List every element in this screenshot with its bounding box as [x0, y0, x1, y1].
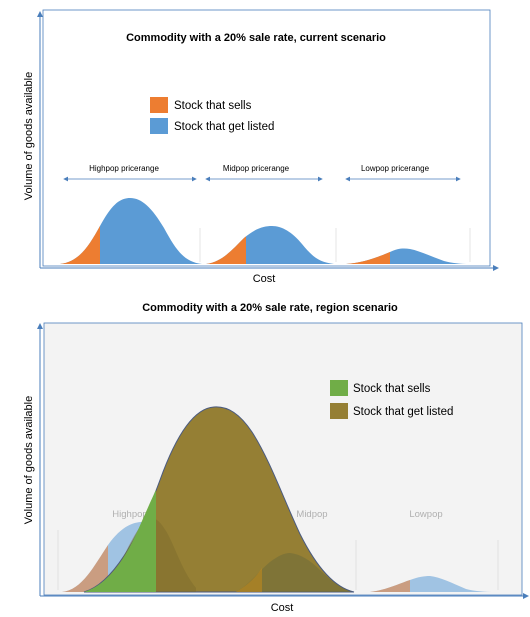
bottom-pop-label-low: Lowpop [409, 509, 442, 520]
bottom-title: Commodity with a 20% sale rate, region s… [142, 302, 398, 314]
bottom-pop-label-mid: Midpop [296, 509, 327, 520]
top-x-axis-label: Cost [253, 273, 276, 285]
bottom-midpop-sells-overlay [236, 568, 262, 592]
bottom-diagram: Commodity with a 20% sale rate, region s… [23, 302, 529, 614]
bottom-midpop-listed-hump [236, 553, 352, 592]
top-legend-swatch-sells [150, 97, 168, 113]
bottom-legend-swatch-listed [330, 403, 348, 419]
top-y-axis-label: Volume of goods available [23, 72, 35, 200]
top-lowpop-sells-curve [346, 252, 390, 264]
top-midpop-sells-curve [206, 236, 246, 264]
top-highpop-sells-curve [60, 226, 100, 264]
bottom-lowpop-faded-sells [370, 580, 410, 592]
top-range-label-low: Lowpop pricerange [361, 164, 430, 173]
bottom-region-sells-curve [84, 490, 156, 592]
bottom-legend-label-listed: Stock that get listed [353, 406, 453, 418]
top-range-label-high: Highpop pricerange [89, 164, 159, 173]
bottom-highpop-faded-sells [62, 545, 108, 592]
top-legend-swatch-listed [150, 118, 168, 134]
top-title: Commodity with a 20% sale rate, current … [126, 32, 386, 44]
top-legend-label-sells: Stock that sells [174, 100, 252, 112]
bottom-legend-swatch-sells [330, 380, 348, 396]
bottom-legend-label-sells: Stock that sells [353, 383, 431, 395]
top-legend-label-listed: Stock that get listed [174, 121, 274, 133]
top-range-label-mid: Midpop pricerange [223, 164, 290, 173]
bottom-y-axis-label: Volume of goods available [23, 396, 35, 524]
bottom-pop-label-high: Highpop [112, 509, 147, 520]
bottom-x-axis-label: Cost [271, 602, 294, 614]
top-diagram: Highpop pricerange Midpop pricerange Low… [23, 9, 499, 285]
